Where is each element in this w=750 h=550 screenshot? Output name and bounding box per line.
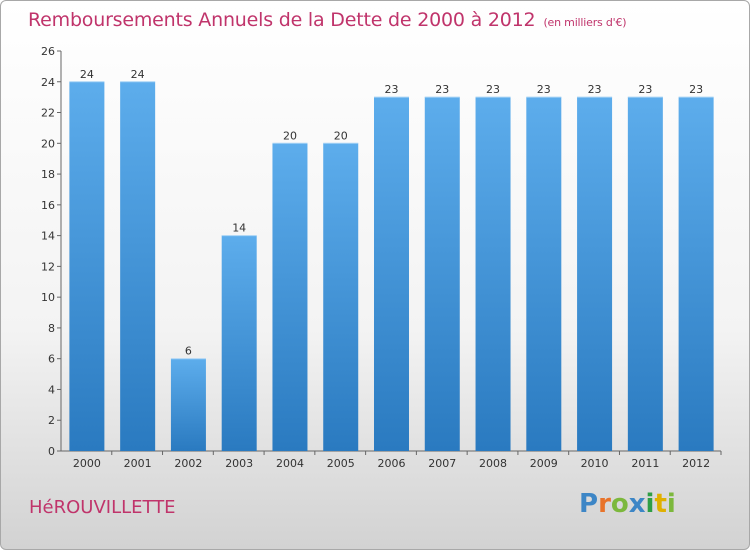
x-tick-label: 2001 xyxy=(124,457,152,470)
x-tick-label: 2002 xyxy=(174,457,202,470)
y-tick-label: 26 xyxy=(41,45,55,58)
x-tick-label: 2003 xyxy=(225,457,253,470)
data-label: 20 xyxy=(283,129,297,142)
bar xyxy=(627,97,663,452)
data-labels: 24 24 6 14 20 20 23 23 23 23 23 23 23 xyxy=(80,68,703,358)
data-label: 23 xyxy=(588,83,602,96)
x-tick-label: 2004 xyxy=(276,457,304,470)
y-tick-label: 22 xyxy=(41,107,55,120)
x-tick-label: 2010 xyxy=(581,457,609,470)
data-label: 14 xyxy=(232,222,246,235)
logo-letter: i xyxy=(645,489,655,519)
x-tick-label: 2005 xyxy=(327,457,355,470)
y-tick-label: 16 xyxy=(41,199,55,212)
commune-name: HéROUVILLETTE xyxy=(29,497,176,518)
data-label: 20 xyxy=(334,129,348,142)
data-label: 23 xyxy=(689,83,703,96)
bars xyxy=(69,81,714,452)
y-tick-label: 0 xyxy=(48,445,55,458)
x-tick-label: 2007 xyxy=(428,457,456,470)
y-tick-label: 12 xyxy=(41,260,55,273)
y-tick-label: 20 xyxy=(41,137,55,150)
data-label: 6 xyxy=(185,345,192,358)
y-tick-label: 24 xyxy=(41,76,55,89)
x-tick-label: 2000 xyxy=(73,457,101,470)
x-tick-label: 2006 xyxy=(378,457,406,470)
bar xyxy=(221,235,257,451)
logo-letter: o xyxy=(610,489,629,519)
bar xyxy=(526,97,562,452)
bar xyxy=(475,97,511,452)
bar xyxy=(272,143,308,452)
bar xyxy=(374,97,409,452)
data-label: 23 xyxy=(537,83,551,96)
x-tick-label: 2011 xyxy=(631,457,659,470)
logo-letter: r xyxy=(598,489,611,519)
bar xyxy=(69,81,105,452)
bar xyxy=(170,358,206,451)
logo-letter: t xyxy=(654,489,667,519)
data-label: 23 xyxy=(638,83,652,96)
chart-title-text: Remboursements Annuels de la Dette de 20… xyxy=(28,9,536,31)
x-tick-label: 2012 xyxy=(682,457,710,470)
y-tick-label: 6 xyxy=(48,353,55,366)
data-label: 23 xyxy=(486,83,500,96)
y-tick-label: 4 xyxy=(48,383,55,396)
y-tick-label: 14 xyxy=(41,230,55,243)
bar xyxy=(323,143,359,452)
bar xyxy=(424,97,460,452)
logo-letter: i xyxy=(666,489,676,519)
proxiti-logo[interactable]: Proxiti xyxy=(579,489,676,519)
y-tick-label: 2 xyxy=(48,414,55,427)
x-tick-label: 2008 xyxy=(479,457,507,470)
x-tick-label: 2009 xyxy=(530,457,558,470)
chart-title: Remboursements Annuels de la Dette de 20… xyxy=(28,9,627,31)
y-tick-label: 18 xyxy=(41,168,55,181)
data-label: 23 xyxy=(435,83,449,96)
bar xyxy=(577,97,613,452)
data-label: 24 xyxy=(131,68,145,81)
bar xyxy=(120,81,156,452)
data-label: 24 xyxy=(80,68,94,81)
y-tick-label: 10 xyxy=(41,291,55,304)
logo-letter: x xyxy=(628,489,646,519)
y-tick-label: 8 xyxy=(48,322,55,335)
bar xyxy=(678,97,714,452)
chart-unit: (en milliers d'€) xyxy=(543,16,627,29)
data-label: 23 xyxy=(385,83,399,96)
logo-letter: P xyxy=(579,489,599,519)
